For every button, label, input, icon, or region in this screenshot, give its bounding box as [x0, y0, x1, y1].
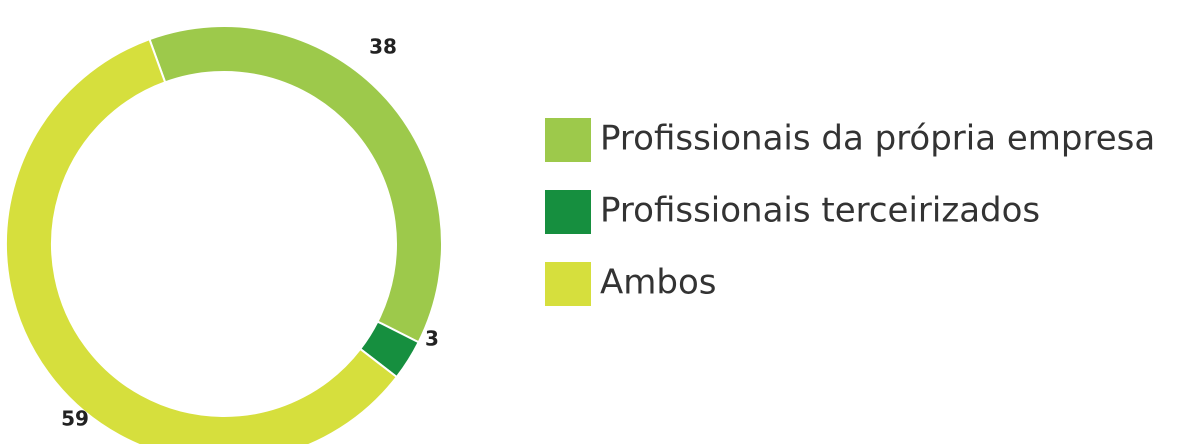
donut-slice: [5, 37, 399, 444]
donut-slice: [148, 25, 443, 344]
legend-swatch: [545, 190, 591, 234]
legend-label: Ambos: [600, 263, 716, 303]
legend-label: Profissionais terceirizados: [600, 191, 1040, 231]
data-label: 38: [369, 35, 397, 59]
legend-swatch: [545, 118, 591, 162]
legend-label: Profissionais da própria empresa: [600, 119, 1155, 159]
data-label: 59: [61, 407, 89, 431]
data-label: 3: [425, 327, 439, 351]
legend-swatch: [545, 262, 591, 306]
